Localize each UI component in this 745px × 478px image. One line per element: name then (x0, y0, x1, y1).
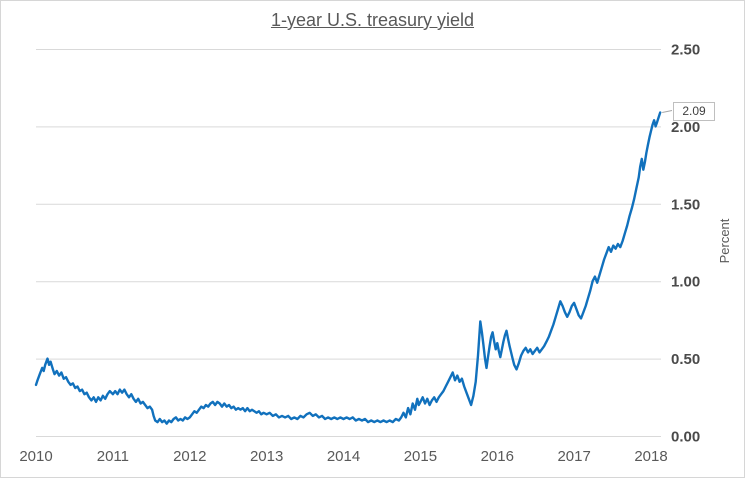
y-tick-label: 1.50 (671, 196, 700, 213)
x-tick-label: 2016 (481, 448, 514, 465)
y-tick-label: 1.00 (671, 274, 700, 291)
y-axis-title: Percent (717, 218, 732, 264)
y-tick-label: 0.00 (671, 429, 700, 446)
yield-line-series (34, 111, 662, 425)
x-tick-label: 2011 (97, 448, 129, 465)
chart-title: 1-year U.S. treasury yield (1, 10, 744, 31)
x-tick-label: 2017 (557, 448, 590, 465)
last-value-data-label: 2.09 (673, 102, 715, 121)
y-tick-label: 2.50 (671, 42, 700, 59)
data-label-leader-line (662, 110, 673, 113)
y-tick-label: 2.00 (671, 119, 700, 136)
x-tick-label: 2013 (250, 448, 283, 465)
x-tick-label: 2018 (634, 448, 667, 465)
x-tick-label: 2014 (327, 448, 360, 465)
x-tick-label: 2012 (173, 448, 206, 465)
x-tick-label: 2010 (19, 448, 52, 465)
x-tick-label: 2015 (404, 448, 437, 465)
y-tick-label: 0.50 (671, 351, 700, 368)
chart-title-text: 1-year U.S. treasury yield (270, 10, 475, 30)
